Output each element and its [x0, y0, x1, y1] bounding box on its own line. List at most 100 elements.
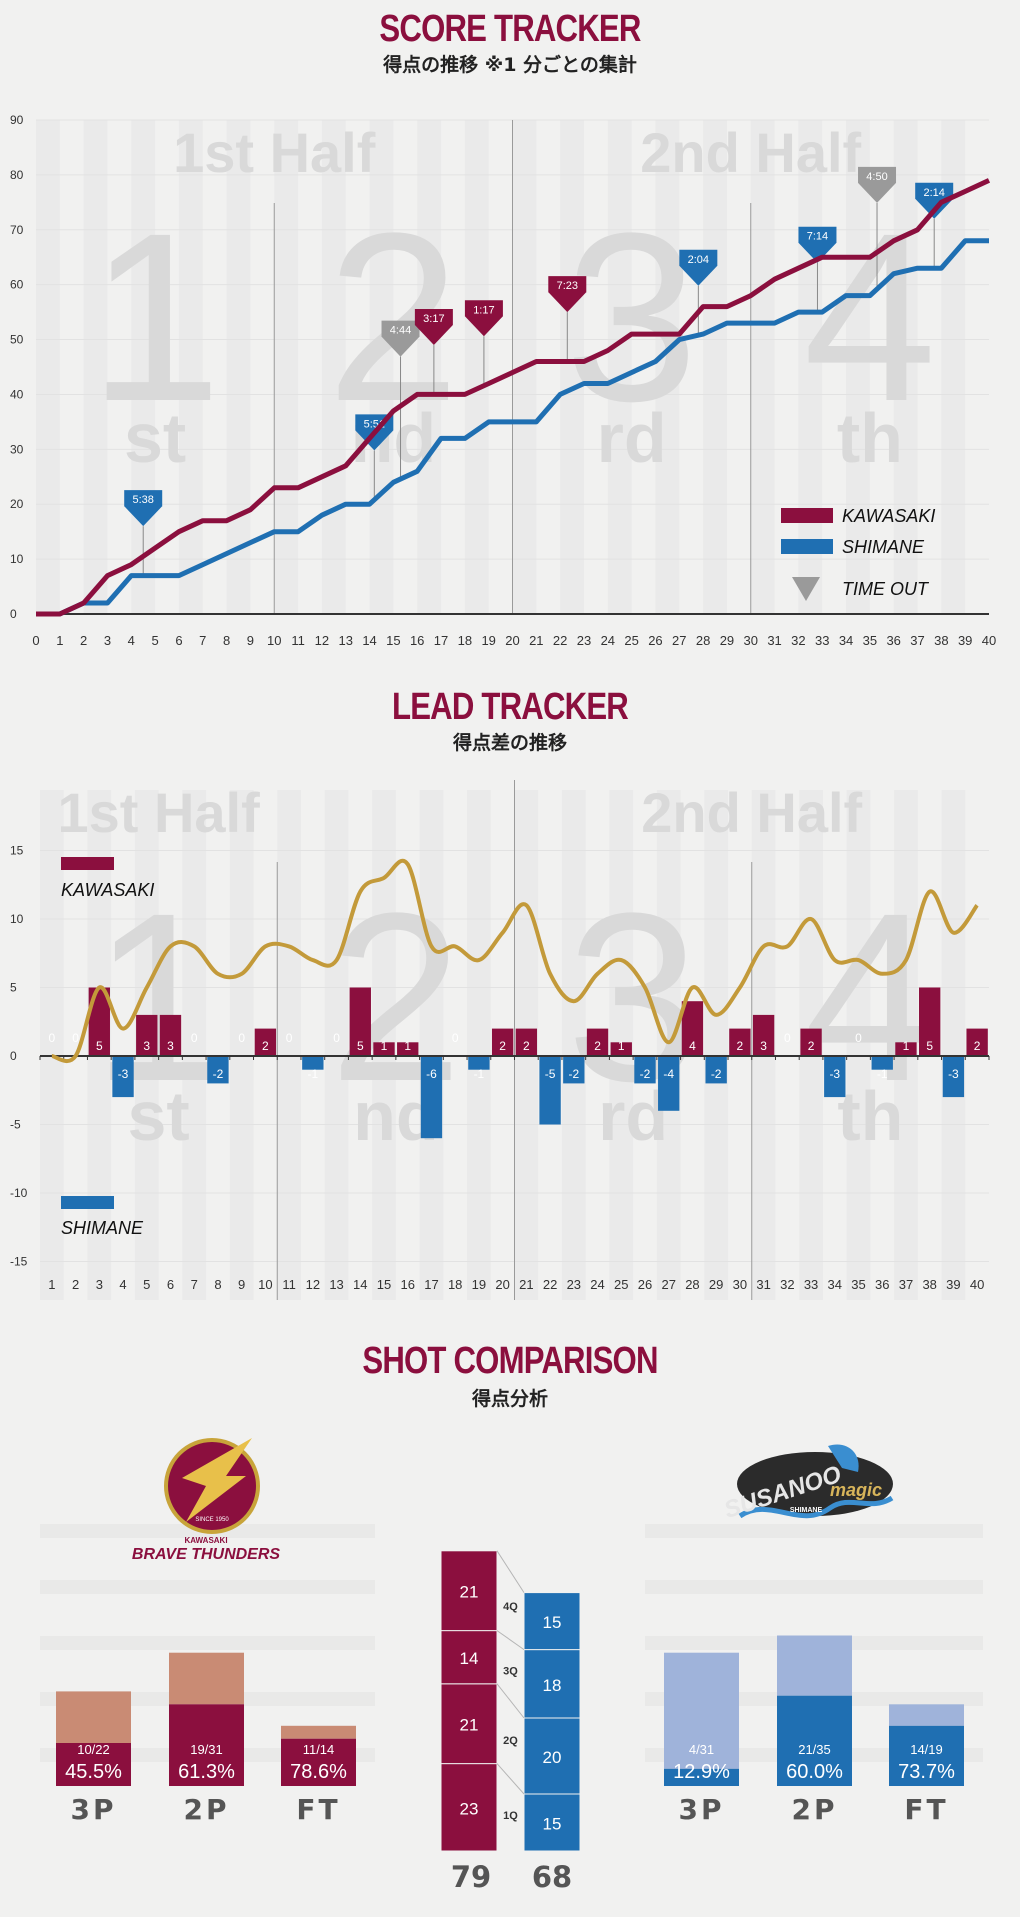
x-tick-label: 4: [119, 1277, 126, 1292]
x-tick-label: 36: [886, 633, 900, 648]
lead-bar-label: -1: [877, 1067, 888, 1081]
y-tick-label: 15: [10, 844, 24, 858]
shimane-attempt-bar: [664, 1652, 739, 1769]
x-tick-label: 38: [922, 1277, 936, 1292]
kawasaki-attempt-bar: [56, 1691, 131, 1743]
plot-stripe: [324, 790, 349, 1300]
kawasaki-logo-top: KAWASAKI: [184, 1536, 227, 1545]
y-tick-label: 90: [10, 113, 24, 127]
x-tick-label: 26: [638, 1277, 652, 1292]
lead-bar-label: 2: [594, 1039, 601, 1053]
lead-bar: [681, 1001, 704, 1056]
lead-bar: [349, 987, 371, 1056]
kawasaki-pct-label: 61.3%: [178, 1761, 235, 1783]
x-tick-label: 24: [601, 633, 615, 648]
panel-band: [645, 1580, 983, 1594]
y-tick-label: 20: [10, 497, 24, 511]
kawasaki-made-bar: [56, 1743, 131, 1786]
lead-bar-label: 0: [855, 1031, 862, 1045]
shimane-shot-type-label: 2P: [791, 1793, 837, 1826]
x-tick-label: 17: [424, 1277, 438, 1292]
x-tick-label: 30: [744, 633, 758, 648]
lead-smooth-line: [51, 858, 979, 1064]
quarter-suffix-watermark: th: [837, 1077, 903, 1155]
legend-label-shimane: SHIMANE: [842, 537, 925, 557]
lead-bar-label: -3: [948, 1067, 959, 1081]
timeout-label: 2:14: [923, 187, 944, 199]
lead-bar: [420, 1056, 443, 1139]
quarter-label: 1Q: [503, 1810, 518, 1822]
lead-bar-label: 1: [903, 1039, 910, 1053]
lead-bar: [705, 1056, 727, 1084]
x-tick-label: 19: [481, 633, 495, 648]
x-tick-label: 27: [672, 633, 686, 648]
plot-stripe: [655, 120, 680, 614]
legend-label-shimane: SHIMANE: [61, 1218, 144, 1238]
lead-bar-label: 1: [404, 1039, 411, 1053]
shimane-made-bar: [889, 1725, 964, 1786]
shimane-made-att-label: 21/35: [798, 1742, 831, 1757]
x-tick-label: 5: [143, 1277, 150, 1292]
series-line-kawasaki: [36, 178, 991, 617]
shot-comparison-title: SHOT COMPARISON: [362, 1340, 658, 1382]
x-tick-label: 26: [648, 633, 662, 648]
lead-bar-label: 2: [523, 1039, 530, 1053]
x-tick-label: 25: [614, 1277, 628, 1292]
legend-swatch-shimane: [781, 539, 833, 554]
lead-bar: [586, 1028, 609, 1056]
lead-bar-label: 0: [72, 1031, 79, 1045]
lead-bar: [824, 1056, 846, 1098]
series-line-shimane: [36, 238, 989, 617]
kawasaki-quarter-value: 21: [460, 1716, 479, 1735]
x-tick-label: 38: [934, 633, 948, 648]
lead-bar: [729, 1028, 751, 1056]
shimane-quarter-segment: [523, 1592, 581, 1651]
x-tick-label: 4: [128, 633, 135, 648]
timeout-marker: [464, 300, 503, 337]
x-tick-label: 31: [756, 1277, 770, 1292]
lead-bar-label: 4: [689, 1039, 696, 1053]
timeout-label: 1:17: [473, 304, 494, 316]
y-tick-label: 10: [10, 912, 24, 926]
lead-bar: [895, 1042, 917, 1056]
shimane-made-att-label: 14/19: [910, 1742, 943, 1757]
y-tick-label: 40: [10, 387, 24, 401]
shimane-pct-label: 73.7%: [898, 1761, 955, 1783]
lead-bar-label: -3: [118, 1067, 129, 1081]
x-tick-label: 25: [624, 633, 638, 648]
timeout-label: 3:17: [423, 313, 444, 325]
x-tick-label: 32: [780, 1277, 794, 1292]
lead-bar-label: 2: [737, 1039, 744, 1053]
lead-bar-label: 0: [286, 1031, 293, 1045]
quarter-suffix-watermark: th: [837, 399, 903, 477]
lead-bar: [373, 1042, 395, 1056]
lead-bar-label: 5: [357, 1039, 364, 1053]
y-tick-label: 70: [10, 223, 24, 237]
lead-bar: [752, 1014, 775, 1056]
quarter-label: 2Q: [503, 1735, 518, 1747]
shimane-made-bar: [777, 1695, 852, 1786]
lead-bar: [539, 1056, 561, 1125]
kawasaki-shot-type-label: 2P: [183, 1793, 229, 1826]
x-tick-label: 37: [910, 633, 924, 648]
score-tracker-title: SCORE TRACKER: [379, 8, 641, 50]
kawasaki-attempt-bar: [281, 1725, 356, 1739]
plot-stripe: [467, 790, 491, 1300]
x-tick-label: 15: [386, 633, 400, 648]
shimane-quarter-value: 15: [543, 1613, 562, 1632]
score-tracker-subtitle: 得点の推移 ※1 分ごとの集計: [383, 54, 637, 76]
x-tick-label: 20: [495, 1277, 509, 1292]
x-tick-label: 9: [247, 633, 254, 648]
panel-band: [40, 1636, 375, 1650]
x-tick-label: 31: [767, 633, 781, 648]
quarter-connector: [496, 1550, 525, 1593]
x-tick-label: 2: [80, 633, 87, 648]
kawasaki-logo-name: BRAVE THUNDERS: [132, 1546, 280, 1563]
x-tick-label: 33: [804, 1277, 818, 1292]
lead-bar: [871, 1056, 893, 1070]
x-tick-label: 40: [970, 1277, 984, 1292]
plot-stripe: [36, 120, 60, 614]
x-tick-label: 15: [377, 1277, 391, 1292]
